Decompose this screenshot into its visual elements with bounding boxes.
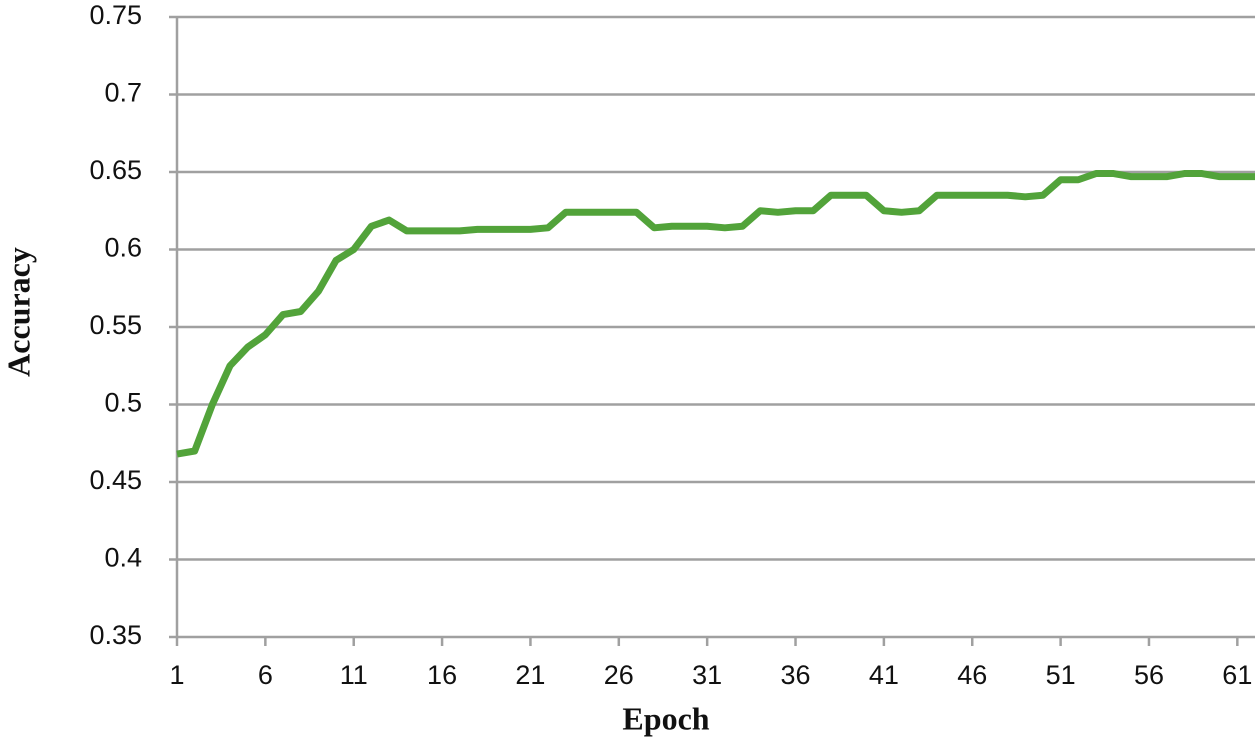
x-tick-label: 46 <box>957 660 987 690</box>
y-tick-label: 0.55 <box>89 310 142 340</box>
x-tick-label: 1 <box>169 660 184 690</box>
x-tick-label: 6 <box>258 660 273 690</box>
x-tick-label: 56 <box>1134 660 1164 690</box>
y-tick-label: 0.35 <box>89 620 142 650</box>
x-tick-label: 26 <box>604 660 634 690</box>
x-tick-label: 51 <box>1046 660 1076 690</box>
x-axis-title: Epoch <box>622 700 709 736</box>
x-tick-label: 61 <box>1222 660 1252 690</box>
y-tick-label: 0.6 <box>104 233 142 263</box>
y-tick-label: 0.45 <box>89 465 142 495</box>
y-tick-label: 0.4 <box>104 543 142 573</box>
y-tick-label: 0.7 <box>104 78 142 108</box>
x-tick-label: 11 <box>340 660 368 690</box>
data-line <box>176 170 1255 458</box>
x-tick-label: 41 <box>869 660 899 690</box>
y-tick-label: 0.75 <box>89 0 142 30</box>
x-tick-label: 21 <box>515 660 545 690</box>
x-tick-label: 31 <box>692 660 722 690</box>
y-axis-title: Accuracy <box>0 247 36 377</box>
x-tick-label: 16 <box>427 660 457 690</box>
y-tick-label: 0.65 <box>89 155 142 185</box>
x-tick-label: 36 <box>781 660 811 690</box>
y-tick-label: 0.5 <box>104 388 142 418</box>
